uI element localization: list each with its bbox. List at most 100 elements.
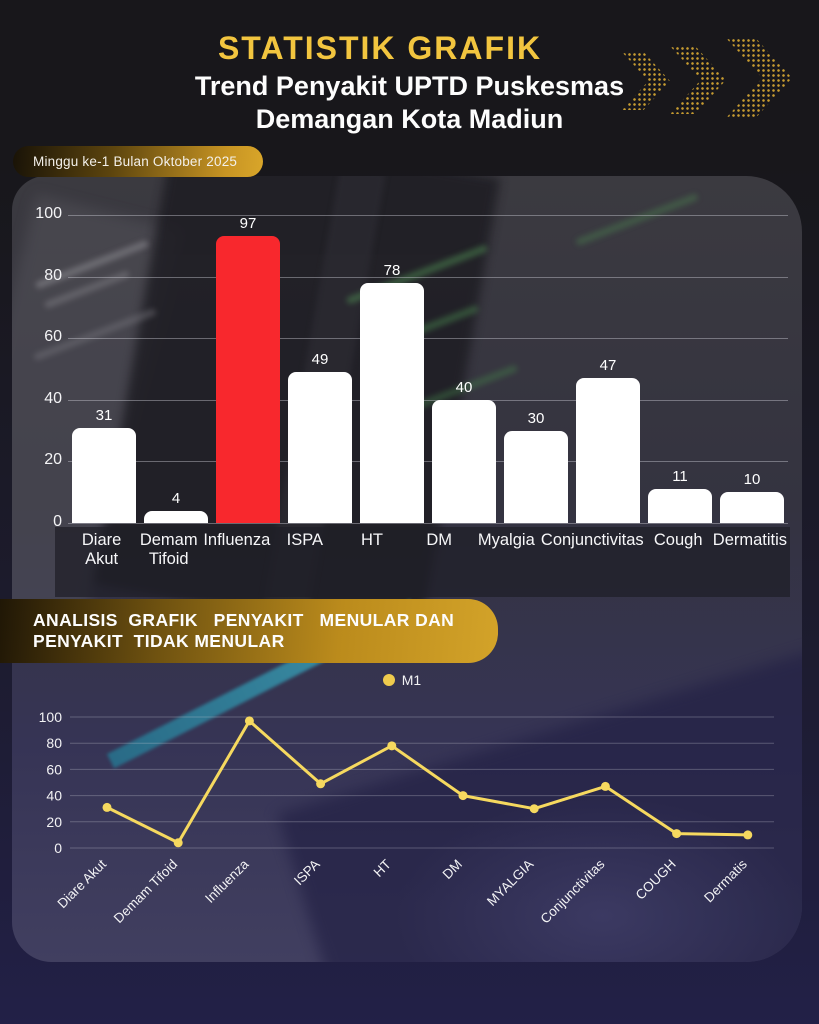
x-category-label: MYALGIA bbox=[484, 857, 536, 909]
data-point bbox=[102, 802, 112, 812]
bar-value-label: 10 bbox=[743, 471, 761, 489]
bar bbox=[72, 427, 136, 523]
y-tick-label: 80 bbox=[44, 266, 62, 284]
week-badge: Minggu ke-1 Bulan Oktober 2025 bbox=[13, 146, 264, 177]
x-category-label: HT bbox=[361, 531, 384, 549]
x-category-label: COUGH bbox=[633, 857, 679, 903]
bar-slot: 40 bbox=[428, 215, 500, 523]
y-tick-label: 60 bbox=[44, 328, 62, 346]
bar bbox=[576, 378, 640, 523]
bar-value-label: 30 bbox=[527, 409, 545, 427]
bar bbox=[432, 399, 496, 523]
bar-slot: 11 bbox=[644, 215, 716, 523]
y-tick-label: 100 bbox=[35, 205, 62, 222]
bar-value-label: 31 bbox=[95, 406, 113, 424]
gridline bbox=[68, 338, 788, 340]
bar-slot: 31 bbox=[68, 215, 140, 523]
bar-chart-category-strip bbox=[55, 527, 790, 597]
x-category-label: Dermatitis bbox=[712, 531, 788, 549]
y-tick-label: 80 bbox=[46, 735, 62, 751]
gridline bbox=[68, 399, 788, 401]
keyboard-glow-decoration bbox=[392, 796, 802, 962]
bar bbox=[720, 492, 784, 523]
line-chart-legend: M1 bbox=[14, 672, 790, 688]
x-category-label: Conjunctivitas bbox=[540, 531, 644, 549]
x-category-label: DM bbox=[440, 857, 465, 882]
gridline bbox=[68, 276, 788, 278]
banner-line-2: PENYAKIT TIDAK MENULAR bbox=[33, 631, 285, 651]
y-tick-label: 60 bbox=[46, 761, 62, 777]
bar bbox=[360, 282, 424, 523]
y-tick-label: 40 bbox=[46, 788, 62, 804]
data-line bbox=[106, 719, 748, 845]
bar-chart: 0 20 40 60 80 100 31 4 97 49 78 40 30 47 11 10 Diare A… bbox=[14, 200, 790, 600]
bar-slot: 30 bbox=[500, 215, 572, 523]
page-title: STATISTIK GRAFIK bbox=[217, 30, 543, 66]
x-category-label: Demam Tifoid bbox=[111, 857, 180, 926]
y-tick-label: 0 bbox=[53, 513, 62, 530]
gridline bbox=[68, 215, 788, 216]
y-tick-label: 40 bbox=[44, 389, 62, 407]
subtitle-line-2: Demangan Kota Madiun bbox=[255, 103, 564, 134]
x-category-label: Conjunctivitas bbox=[537, 856, 607, 926]
x-category-label: Diare Akut bbox=[81, 531, 122, 568]
data-point bbox=[316, 779, 326, 789]
x-category-label: Diare Akut bbox=[54, 856, 109, 911]
x-category-label: HT bbox=[371, 857, 394, 880]
bar-value-label: 11 bbox=[672, 468, 688, 486]
legend-series-label: M1 bbox=[401, 672, 422, 688]
bar-chart-x-axis: Diare Akut Demam Tifoid Influenza ISPA HT DM M… bbox=[68, 531, 788, 569]
x-category-label: Influenza bbox=[203, 531, 271, 549]
bar-value-label: 49 bbox=[311, 351, 329, 369]
data-point bbox=[743, 830, 753, 840]
data-point bbox=[244, 716, 254, 726]
subtitle-line-1: Trend Penyakit UPTD Puskesmas bbox=[194, 71, 625, 101]
chevron-right-icon bbox=[670, 46, 726, 114]
header: STATISTIK GRAFIK Trend Penyakit UPTD Pus… bbox=[0, 0, 819, 172]
x-category-label: Cough bbox=[653, 531, 703, 549]
x-category-label: ISPA bbox=[291, 857, 323, 889]
bar-slot: 4 bbox=[140, 215, 212, 523]
bar-slot: 49 bbox=[284, 215, 356, 523]
y-tick-label: 0 bbox=[54, 840, 62, 856]
banner-line-1: ANALISIS GRAFIK PENYAKIT MENULAR DAN bbox=[33, 610, 455, 631]
bar-value-label: 47 bbox=[599, 357, 617, 375]
bar-value-label: 40 bbox=[455, 378, 473, 396]
bar bbox=[216, 236, 280, 523]
y-tick-label: 20 bbox=[44, 451, 62, 469]
x-category-label: ISPA bbox=[286, 531, 324, 549]
data-point bbox=[600, 781, 610, 791]
bar bbox=[504, 430, 568, 523]
bar-slot: 10 bbox=[716, 215, 788, 523]
gridline bbox=[68, 461, 788, 463]
y-tick-label: 100 bbox=[39, 709, 63, 725]
line-chart-svg: 0 20 40 60 80 100 Diare Akut Demam Tifoid Influe… bbox=[39, 709, 774, 927]
data-point bbox=[387, 741, 397, 751]
bar-chart-bars: 31 4 97 49 78 40 30 47 11 10 bbox=[68, 215, 788, 523]
chevron-arrows-decoration bbox=[622, 38, 802, 118]
analysis-banner: ANALISIS GRAFIK PENYAKIT MENULAR DAN PEN… bbox=[0, 599, 498, 663]
chevron-right-icon bbox=[622, 52, 670, 110]
bar-value-label: 4 bbox=[171, 489, 181, 507]
y-tick-label: 20 bbox=[46, 814, 62, 830]
bar-value-label: 97 bbox=[239, 215, 257, 232]
x-category-label: DM bbox=[426, 531, 452, 549]
bar bbox=[288, 372, 352, 523]
line-chart: 0 20 40 60 80 100 Diare Akut Demam Tifoid Influe… bbox=[14, 695, 790, 1005]
bar-slot: 47 bbox=[572, 215, 644, 523]
x-category-label: Influenza bbox=[202, 856, 252, 906]
gridline bbox=[68, 523, 788, 524]
bar bbox=[648, 489, 712, 523]
chevron-right-icon bbox=[726, 38, 792, 118]
data-point bbox=[529, 804, 539, 814]
bar-slot: 78 bbox=[356, 215, 428, 523]
x-category-label: Demam Tifoid bbox=[139, 531, 198, 568]
x-category-label: Dermatis bbox=[701, 856, 750, 905]
legend-dot-icon bbox=[382, 674, 395, 686]
data-point bbox=[458, 791, 468, 801]
x-category-label: Myalgia bbox=[477, 531, 535, 549]
bar bbox=[144, 510, 208, 523]
data-point bbox=[672, 829, 682, 839]
bar-slot: 97 bbox=[212, 215, 284, 523]
